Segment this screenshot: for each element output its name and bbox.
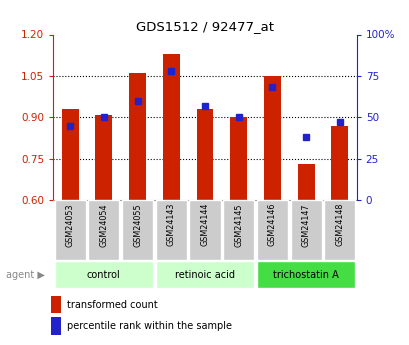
- Bar: [222, 200, 254, 260]
- Bar: [88, 200, 119, 260]
- Text: agent ▶: agent ▶: [6, 270, 45, 279]
- Text: GSM24147: GSM24147: [301, 203, 310, 247]
- Text: GSM24143: GSM24143: [166, 203, 175, 246]
- Text: retinoic acid: retinoic acid: [175, 270, 234, 279]
- Bar: [52, 317, 61, 335]
- Text: transformed count: transformed count: [67, 300, 158, 310]
- Text: control: control: [87, 270, 120, 279]
- Bar: [196, 109, 213, 200]
- Text: GSM24055: GSM24055: [133, 203, 142, 247]
- Text: GSM24054: GSM24054: [99, 203, 108, 247]
- Text: GSM24145: GSM24145: [234, 203, 243, 247]
- Bar: [297, 164, 314, 200]
- Bar: [54, 200, 85, 260]
- Bar: [155, 200, 187, 260]
- Text: GSM24053: GSM24053: [65, 203, 74, 247]
- Text: GSM24146: GSM24146: [267, 203, 276, 246]
- Title: GDS1512 / 92477_at: GDS1512 / 92477_at: [136, 20, 273, 33]
- Text: trichostatin A: trichostatin A: [272, 270, 338, 279]
- Bar: [330, 126, 347, 200]
- Bar: [155, 261, 254, 288]
- Bar: [62, 109, 79, 200]
- Bar: [189, 200, 220, 260]
- Bar: [230, 117, 247, 200]
- Bar: [54, 261, 153, 288]
- Bar: [129, 73, 146, 200]
- Text: GSM24144: GSM24144: [200, 203, 209, 246]
- Bar: [256, 261, 355, 288]
- Text: GSM24148: GSM24148: [335, 203, 344, 246]
- Bar: [256, 200, 287, 260]
- Bar: [52, 296, 61, 313]
- Bar: [122, 200, 153, 260]
- Bar: [324, 200, 355, 260]
- Bar: [162, 54, 179, 200]
- Bar: [95, 115, 112, 200]
- Bar: [263, 76, 280, 200]
- Bar: [290, 200, 321, 260]
- Text: percentile rank within the sample: percentile rank within the sample: [67, 321, 232, 331]
